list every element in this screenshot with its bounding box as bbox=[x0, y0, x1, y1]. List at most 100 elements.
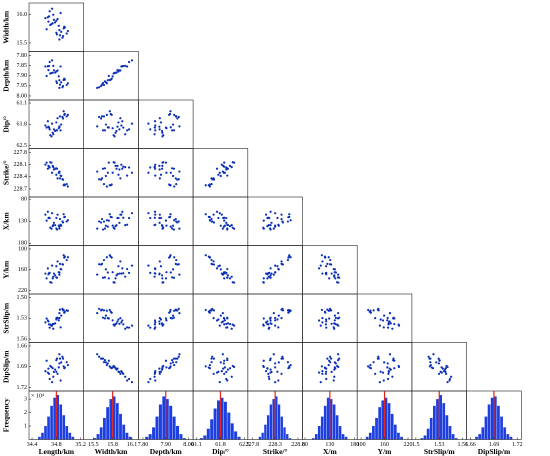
point bbox=[164, 277, 168, 280]
point bbox=[226, 322, 230, 325]
point bbox=[127, 166, 131, 169]
hist-bar bbox=[390, 413, 394, 440]
point bbox=[124, 327, 127, 330]
point bbox=[58, 225, 61, 228]
point bbox=[58, 357, 62, 360]
point bbox=[333, 322, 336, 325]
point bbox=[226, 317, 229, 320]
point bbox=[172, 167, 176, 170]
point bbox=[328, 355, 332, 358]
y-tick-label: 228.7 bbox=[14, 186, 28, 192]
point bbox=[274, 324, 277, 327]
point bbox=[98, 178, 101, 181]
panel-frame bbox=[411, 342, 467, 392]
panel-frame bbox=[83, 293, 139, 343]
point bbox=[319, 264, 322, 267]
x-tick-label: 228.3 bbox=[268, 442, 282, 448]
hist-bar bbox=[203, 435, 207, 440]
point bbox=[106, 171, 109, 174]
point bbox=[225, 377, 228, 381]
point bbox=[388, 367, 391, 370]
point bbox=[329, 361, 332, 364]
point bbox=[158, 372, 161, 375]
panel-frame bbox=[83, 99, 139, 149]
point bbox=[382, 326, 385, 329]
point bbox=[176, 117, 179, 120]
hist-bar bbox=[206, 428, 210, 440]
point bbox=[60, 224, 63, 227]
y-tick-label: 1.50 bbox=[17, 295, 28, 301]
point bbox=[169, 362, 172, 365]
point bbox=[124, 133, 127, 136]
point bbox=[55, 80, 58, 83]
point bbox=[147, 324, 150, 327]
point bbox=[118, 221, 121, 224]
row-label: Y/km bbox=[2, 260, 11, 279]
hist-bar bbox=[277, 404, 281, 440]
point bbox=[106, 225, 109, 228]
x-tick-label: 227.8 bbox=[246, 442, 260, 448]
point bbox=[221, 312, 224, 315]
point bbox=[204, 365, 207, 368]
point bbox=[215, 210, 219, 213]
point bbox=[176, 357, 179, 360]
point bbox=[369, 311, 372, 314]
hist-bar bbox=[329, 399, 333, 440]
hist-bar bbox=[148, 434, 152, 440]
point bbox=[58, 86, 61, 89]
point bbox=[52, 322, 56, 325]
point bbox=[58, 171, 61, 174]
point bbox=[161, 129, 164, 133]
point bbox=[280, 213, 283, 216]
point bbox=[210, 177, 213, 180]
y-tick-label: 8.00 bbox=[17, 93, 28, 99]
point bbox=[318, 267, 321, 270]
point bbox=[280, 317, 283, 320]
point bbox=[266, 367, 269, 370]
point bbox=[111, 319, 114, 322]
point bbox=[328, 307, 332, 310]
point bbox=[208, 216, 211, 219]
point bbox=[172, 129, 176, 132]
y-tick-label: 61.1 bbox=[17, 100, 28, 106]
point bbox=[58, 177, 62, 180]
x-tick-label: 34.4 bbox=[27, 442, 38, 448]
panel-frame bbox=[28, 196, 85, 246]
point bbox=[50, 365, 53, 369]
point bbox=[222, 367, 225, 370]
point bbox=[57, 319, 60, 322]
hist-bar bbox=[393, 424, 397, 440]
point bbox=[269, 317, 272, 320]
point bbox=[177, 307, 180, 310]
point bbox=[219, 174, 222, 178]
point bbox=[106, 79, 109, 82]
point bbox=[101, 81, 105, 85]
point bbox=[337, 281, 340, 284]
point bbox=[126, 65, 129, 68]
point bbox=[337, 273, 340, 276]
point bbox=[274, 319, 277, 322]
point bbox=[58, 115, 62, 118]
x-tick-label: 61.8 bbox=[215, 442, 226, 448]
point bbox=[50, 23, 53, 26]
point bbox=[121, 120, 124, 123]
point bbox=[65, 83, 68, 87]
point bbox=[127, 128, 131, 131]
point bbox=[118, 69, 121, 72]
point bbox=[120, 321, 123, 324]
hist-bar bbox=[500, 416, 503, 440]
point bbox=[218, 264, 221, 267]
point bbox=[154, 379, 157, 382]
point bbox=[100, 308, 104, 311]
point bbox=[172, 276, 176, 279]
point bbox=[149, 326, 152, 329]
y-tick-label: 80 bbox=[21, 197, 27, 203]
point bbox=[208, 363, 211, 367]
point bbox=[115, 224, 118, 227]
point bbox=[50, 71, 53, 75]
point bbox=[52, 272, 56, 275]
point bbox=[60, 30, 63, 33]
point bbox=[177, 115, 180, 119]
hist-bar bbox=[436, 399, 439, 440]
point bbox=[217, 173, 220, 176]
